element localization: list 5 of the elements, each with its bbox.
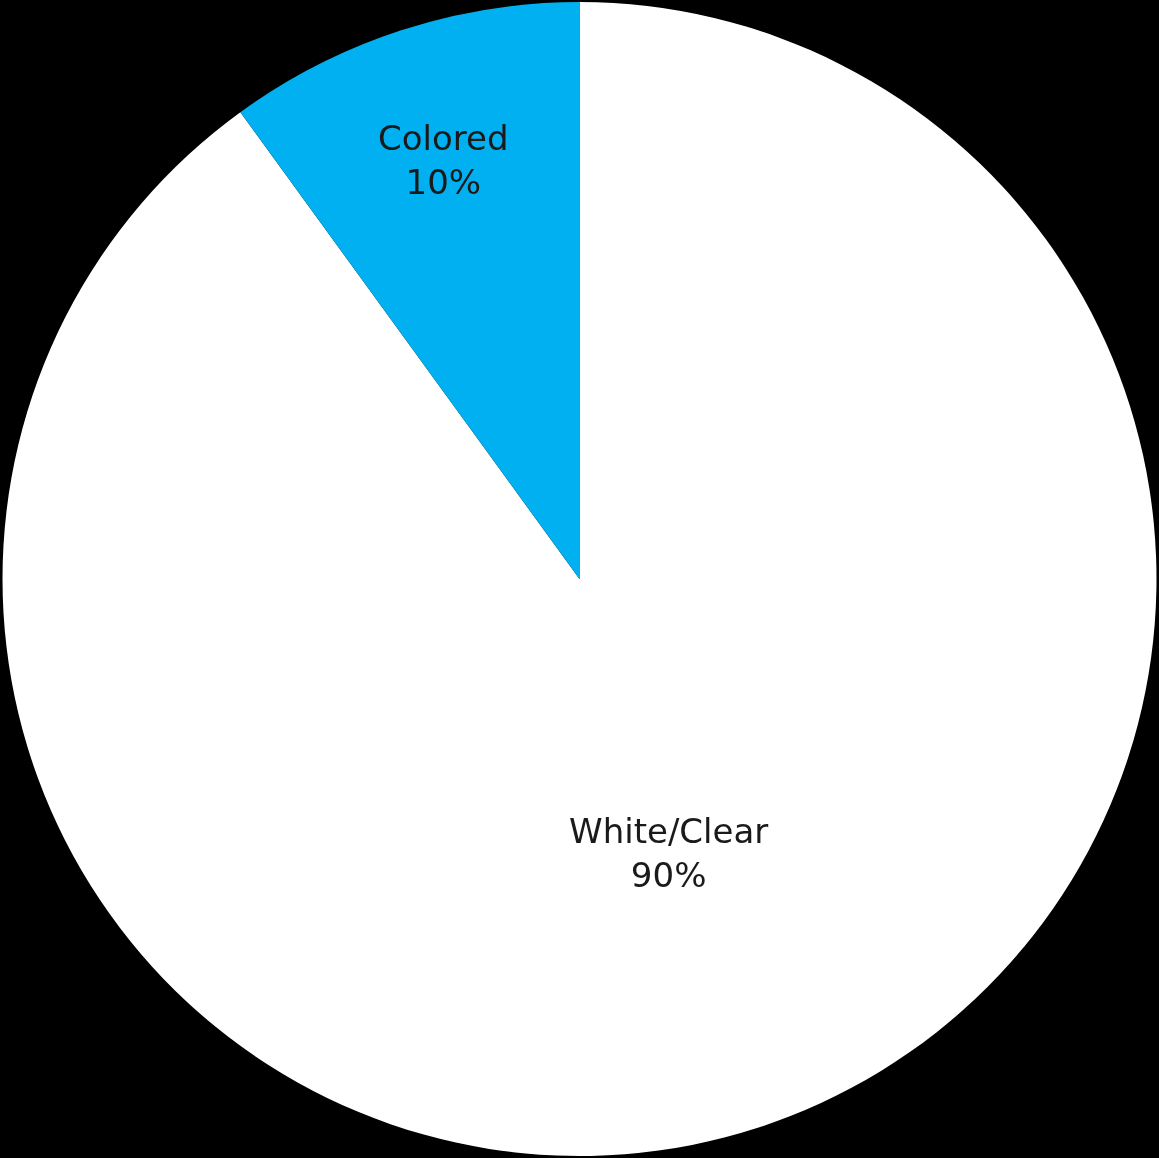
pie-slice (240, 2, 580, 579)
slice-label: White/Clear (569, 811, 769, 852)
slice-label: Colored (378, 117, 509, 158)
data-label: 90% (630, 855, 707, 896)
data-label: 10% (405, 161, 482, 202)
